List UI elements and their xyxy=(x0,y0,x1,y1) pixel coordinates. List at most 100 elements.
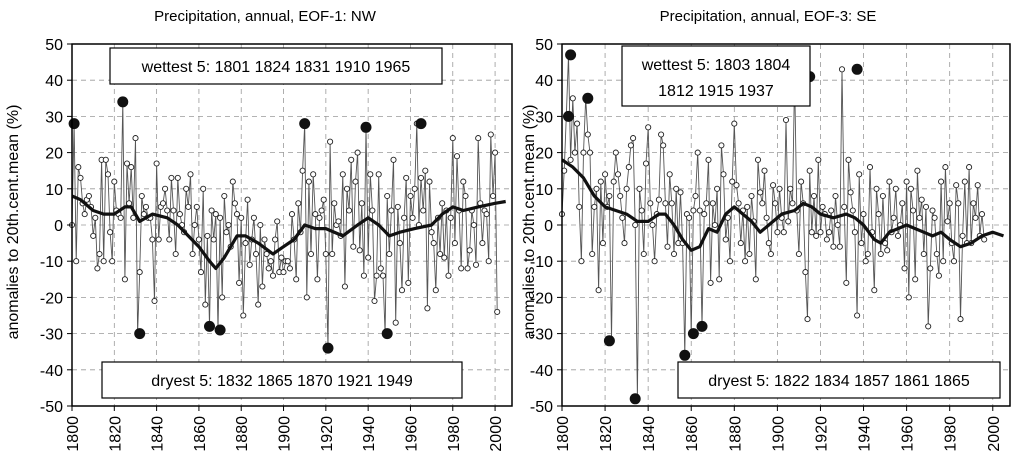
x-tick-label: 1940 xyxy=(361,416,378,452)
data-point xyxy=(597,178,604,185)
data-point xyxy=(485,258,492,265)
data-point xyxy=(742,258,749,265)
data-point xyxy=(780,229,787,236)
data-point xyxy=(293,276,300,283)
data-point xyxy=(168,174,175,181)
data-point xyxy=(223,229,230,236)
data-point xyxy=(394,203,401,210)
data-point xyxy=(877,250,884,258)
data-point xyxy=(595,287,602,294)
data-point xyxy=(75,164,82,171)
data-point xyxy=(447,214,454,221)
data-point xyxy=(407,192,414,200)
extreme-point xyxy=(582,92,594,104)
data-point xyxy=(229,178,236,185)
data-point xyxy=(894,232,902,239)
data-point xyxy=(658,131,665,138)
data-point xyxy=(966,164,973,171)
data-point xyxy=(854,312,861,319)
x-tick-label: 1800 xyxy=(65,416,82,452)
data-point xyxy=(365,254,372,261)
x-tick-label: 1880 xyxy=(727,416,744,452)
data-point xyxy=(489,192,497,200)
y-tick-label: -10 xyxy=(40,254,63,271)
data-point xyxy=(307,250,315,258)
x-tick-label: 1840 xyxy=(150,416,167,452)
data-point xyxy=(343,185,351,192)
data-point xyxy=(217,214,224,221)
chart-title: Precipitation, annual, EOF-3: SE xyxy=(660,8,877,25)
data-point xyxy=(432,287,439,294)
data-point xyxy=(94,265,101,272)
data-point xyxy=(645,124,652,131)
data-point xyxy=(632,221,639,229)
data-point xyxy=(905,294,912,301)
data-point xyxy=(729,178,736,185)
data-point xyxy=(851,229,858,236)
data-point xyxy=(757,189,764,196)
data-point xyxy=(149,236,156,243)
y-tick-label: 30 xyxy=(45,109,63,126)
data-point xyxy=(946,200,953,207)
data-point xyxy=(707,279,714,286)
data-point xyxy=(677,189,684,196)
x-tick-label: 1840 xyxy=(641,416,658,452)
data-point xyxy=(692,192,699,200)
data-point xyxy=(804,316,811,323)
data-point xyxy=(899,200,906,207)
extreme-point xyxy=(360,121,372,133)
data-point xyxy=(933,250,940,258)
data-point xyxy=(104,171,112,178)
data-point xyxy=(722,236,729,243)
data-point xyxy=(195,236,202,243)
smoothed-line xyxy=(561,158,1005,252)
data-point xyxy=(369,207,376,214)
data-point xyxy=(470,221,477,229)
data-point xyxy=(746,250,753,258)
data-point xyxy=(386,250,393,258)
y-tick-label: -40 xyxy=(530,363,553,380)
y-tick-label: 50 xyxy=(535,37,553,54)
data-point xyxy=(107,229,114,236)
chart-panel-nw: Precipitation, annual, EOF-1: NW anomali… xyxy=(5,8,513,452)
data-point xyxy=(901,265,908,272)
extreme-point xyxy=(565,49,577,61)
data-point xyxy=(748,192,755,200)
data-point xyxy=(123,160,131,167)
data-point xyxy=(379,272,387,279)
data-point xyxy=(356,247,363,254)
data-point xyxy=(303,294,310,301)
data-point xyxy=(776,185,783,192)
data-point xyxy=(449,135,456,142)
data-point xyxy=(494,308,501,315)
data-point xyxy=(151,297,158,305)
annual-series xyxy=(68,98,501,352)
data-point xyxy=(944,218,951,225)
data-point xyxy=(305,178,312,185)
y-axis-label: anomalies to 20th.cent.mean (%) xyxy=(521,105,538,340)
data-point xyxy=(569,95,576,102)
data-point xyxy=(873,185,880,192)
data-point xyxy=(614,171,622,178)
data-point xyxy=(862,258,869,265)
x-tick-label: 2000 xyxy=(986,416,1003,452)
data-point xyxy=(373,272,380,279)
data-point xyxy=(398,287,406,294)
data-point xyxy=(437,250,444,258)
data-point xyxy=(466,247,473,254)
data-point xyxy=(918,196,925,203)
data-point xyxy=(221,192,228,200)
data-point xyxy=(830,243,837,250)
data-point xyxy=(238,214,245,221)
data-point xyxy=(950,258,958,265)
data-point xyxy=(705,156,712,163)
data-point xyxy=(274,218,281,225)
data-point xyxy=(164,207,171,214)
data-point xyxy=(782,116,790,124)
data-point xyxy=(823,236,830,243)
data-point xyxy=(417,174,425,181)
extreme-point xyxy=(322,342,334,354)
extreme-point xyxy=(563,110,574,122)
data-point xyxy=(655,196,662,203)
